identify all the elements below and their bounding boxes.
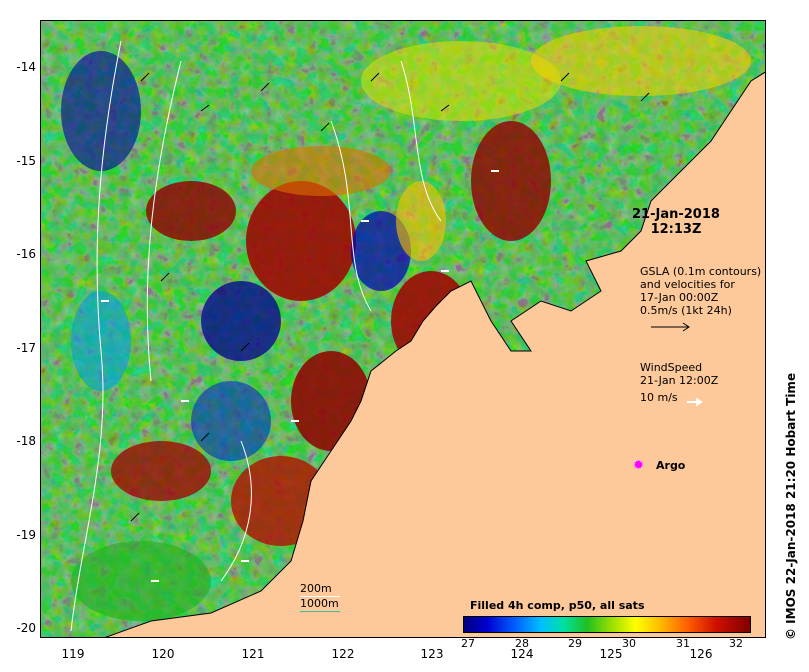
lon-tick: 125: [599, 647, 623, 661]
lat-tick: -16: [16, 247, 36, 261]
lat-tick: -18: [16, 434, 36, 448]
colorbar-tick: 32: [729, 637, 743, 650]
argo-label: Argo: [656, 459, 686, 472]
lon-tick: 121: [241, 647, 265, 661]
map-panel: [40, 20, 766, 638]
wind-arrows: [101, 170, 499, 582]
colorbar-tick: 28: [515, 637, 529, 650]
lon-tick: 126: [689, 647, 713, 661]
lon-tick: 122: [331, 647, 355, 661]
map-date: 21-Jan-2018: [632, 207, 720, 222]
imos-credit: © IMOS 22-Jan-2018 21:20 Hobart Time: [784, 373, 798, 640]
colorbar-tick: 29: [568, 637, 582, 650]
depth-1000: 1000m: [300, 597, 339, 610]
colorbar-tick: 31: [676, 637, 690, 650]
gsla-line4: 0.5m/s (1kt 24h): [640, 304, 732, 317]
map-datetime: 21-Jan-2018 12:13Z: [632, 207, 720, 237]
wind-line3: 10 m/s: [640, 391, 678, 404]
gsla-legend: GSLA (0.1m contours) and velocities for …: [640, 265, 761, 317]
map-time: 12:13Z: [650, 222, 702, 237]
depth-scale: 200m 1000m: [300, 582, 340, 612]
gsla-scale-arrowhead: [682, 322, 690, 332]
sst-map: [41, 21, 765, 637]
gsla-line2: and velocities for: [640, 278, 735, 291]
gsla-contours: [70, 40, 442, 632]
colorbar: [463, 616, 751, 633]
lat-tick: -14: [16, 60, 36, 74]
lat-tick: -20: [16, 621, 36, 635]
argo-marker-icon: [634, 460, 643, 469]
colorbar-tick: 27: [461, 637, 475, 650]
colorbar-title: Filled 4h comp, p50, all sats: [470, 599, 645, 612]
wind-scale-arrowhead: [695, 397, 703, 407]
lat-tick: -15: [16, 154, 36, 168]
lon-tick: 123: [420, 647, 444, 661]
lon-tick: 124: [510, 647, 534, 661]
depth-200-line: [300, 596, 340, 597]
lat-tick: -19: [16, 528, 36, 542]
wind-line1: WindSpeed: [640, 361, 703, 374]
depth-200: 200m: [300, 582, 332, 595]
credit-text: IMOS 22-Jan-2018 21:20 Hobart Time: [784, 372, 798, 624]
wind-line2: 21-Jan 12:00Z: [640, 374, 719, 387]
wind-legend: WindSpeed 21-Jan 12:00Z 10 m/s: [640, 361, 718, 404]
lat-tick: -17: [16, 341, 36, 355]
lon-tick: 119: [61, 647, 85, 661]
land-mass: [105, 71, 765, 637]
colorbar-tick: 30: [622, 637, 636, 650]
velocity-vectors: [130, 72, 650, 522]
depth-1000-line: [300, 611, 340, 612]
copyright-icon: ©: [784, 623, 798, 640]
gsla-line1: GSLA (0.1m contours): [640, 265, 762, 278]
gsla-line3: 17-Jan 00:00Z: [640, 291, 719, 304]
lon-tick: 120: [151, 647, 175, 661]
